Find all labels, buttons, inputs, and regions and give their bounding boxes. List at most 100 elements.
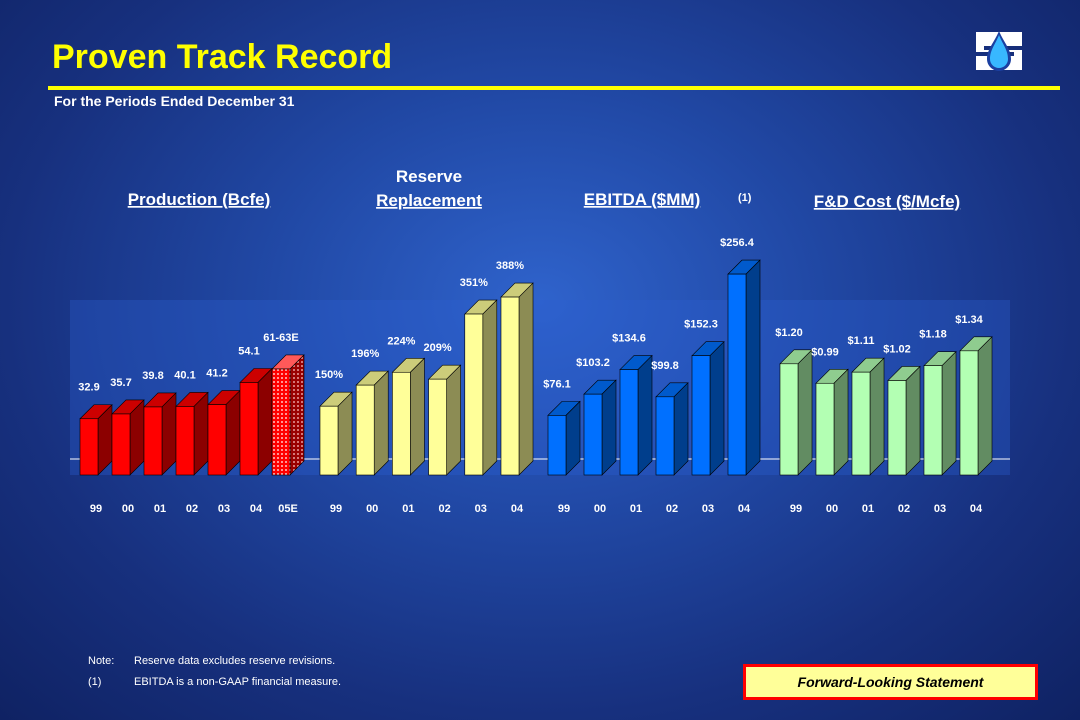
bar-side-face [337, 391, 353, 476]
data-label: $76.1 [543, 378, 571, 390]
title-underline [48, 86, 1060, 90]
x-tick-label: 03 [934, 503, 946, 515]
chart-4: F&D Cost ($/Mcfe) $1.20 99 $0.99 00 $1.11 01 $1… [775, 192, 993, 515]
x-tick-label: 05E [278, 503, 298, 515]
page-title: Proven Track Record [52, 38, 393, 76]
x-tick-label: 00 [594, 503, 606, 515]
data-label: 35.7 [110, 377, 131, 389]
x-tick-label: 01 [154, 503, 166, 515]
bar [111, 399, 145, 476]
bar [619, 354, 653, 476]
chart-1: Production (Bcfe) 32.9 99 35.7 00 39.8 01 40.1 0… [78, 190, 305, 515]
bar-front-face [207, 404, 227, 476]
note-row: Note: Reserve data excludes reserve revis… [88, 655, 341, 676]
bar-front-face [923, 365, 943, 476]
data-label: 39.8 [142, 370, 163, 382]
bar-side-face [709, 340, 725, 476]
data-label: $0.99 [811, 346, 839, 358]
data-label: $134.6 [612, 333, 646, 345]
data-label: $103.2 [576, 357, 610, 369]
bar [923, 350, 957, 476]
bar-front-face [428, 378, 447, 476]
x-tick-label: 04 [738, 503, 751, 515]
data-label: 32.9 [78, 382, 99, 394]
bar-side-face [518, 282, 534, 476]
bar-front-face [143, 406, 163, 476]
bar-front-face [779, 363, 799, 476]
data-label: 388% [496, 260, 524, 272]
x-tick-label: 00 [122, 503, 134, 515]
bar-side-face [601, 379, 617, 476]
data-label: 224% [387, 335, 415, 347]
note-row: (1) EBITDA is a non-GAAP financial measur… [88, 676, 341, 697]
chart-title: Production (Bcfe) [128, 190, 271, 209]
bar [691, 340, 725, 476]
chart-2: Reserve Replacement 150% 99 196% 00 224% 01 209%… [315, 167, 534, 515]
data-label: $1.02 [883, 343, 911, 355]
bar [727, 259, 761, 476]
x-tick-label: 01 [402, 503, 414, 515]
bar-side-face [905, 365, 921, 476]
x-tick-label: 04 [511, 503, 524, 515]
bar-front-face [655, 396, 675, 476]
bar-side-face [373, 370, 389, 476]
data-label: 61-63E [263, 332, 298, 344]
x-tick-label: 02 [666, 503, 678, 515]
bar-front-face [355, 384, 375, 476]
bar [319, 391, 353, 476]
x-tick-label: 02 [186, 503, 198, 515]
x-tick-label: 03 [218, 503, 230, 515]
x-tick-label: 99 [558, 503, 570, 515]
x-tick-label: 99 [330, 503, 342, 515]
data-label: 41.2 [206, 368, 227, 380]
bar [851, 357, 885, 476]
x-tick-label: 99 [90, 503, 102, 515]
bar-side-face [745, 259, 761, 476]
bar-front-face [619, 369, 639, 476]
bar-front-face [175, 406, 195, 476]
bar-front-face [464, 313, 484, 476]
bar-front-face [851, 371, 871, 476]
x-tick-label: 04 [970, 503, 983, 515]
data-label: 196% [351, 348, 379, 360]
bar-side-face [161, 392, 177, 476]
x-tick-label: 04 [250, 503, 263, 515]
forward-looking-statement-button[interactable]: Forward-Looking Statement [743, 664, 1038, 700]
bar-front-face [815, 382, 835, 476]
note-key: Note: [88, 655, 115, 667]
bar [427, 364, 462, 476]
x-tick-label: 02 [438, 503, 450, 515]
chart-title-footnote-marker: (1) [738, 192, 752, 204]
bar-front-face [691, 355, 711, 476]
data-label: 40.1 [174, 369, 195, 381]
chart-title: EBITDA ($MM) [584, 190, 700, 209]
bar-front-face [239, 382, 259, 476]
data-label: $256.4 [720, 237, 755, 249]
x-tick-label: 02 [898, 503, 910, 515]
x-tick-label: 01 [862, 503, 874, 515]
bar-front-face [500, 296, 520, 476]
bar [79, 404, 113, 476]
page-subtitle: For the Periods Ended December 31 [54, 93, 295, 109]
x-tick-label: 99 [790, 503, 802, 515]
bar-side-face [193, 391, 209, 476]
bar [464, 299, 498, 476]
bar [779, 349, 813, 476]
bar-side-face [869, 357, 885, 476]
bar [239, 367, 273, 476]
note-text: Reserve data excludes reserve revisions. [134, 655, 336, 667]
bar-front-face [319, 405, 339, 476]
bar [500, 282, 534, 476]
bar-front-face [959, 350, 979, 476]
chart-title-line-2: Replacement [376, 191, 482, 210]
data-label: $1.20 [775, 327, 803, 339]
forward-looking-statement-label: Forward-Looking Statement [797, 674, 984, 690]
bar-side-face [673, 382, 689, 476]
chart-title: F&D Cost ($/Mcfe) [814, 192, 960, 211]
data-label: $152.3 [684, 319, 718, 331]
chart-title: Reserve [396, 167, 462, 186]
x-tick-label: 00 [826, 503, 838, 515]
data-label: 150% [315, 369, 343, 381]
bar-side-face [410, 357, 425, 476]
